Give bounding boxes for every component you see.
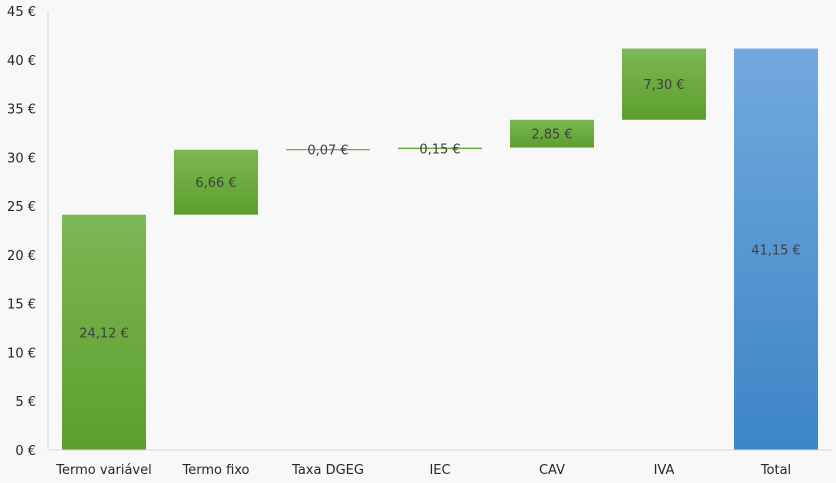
x-category-label: Termo fixo bbox=[181, 463, 249, 478]
y-tick-label: 35 € bbox=[7, 103, 36, 118]
y-tick-label: 0 € bbox=[15, 444, 36, 459]
y-tick-label: 25 € bbox=[7, 200, 36, 215]
x-category-label: Taxa DGEG bbox=[291, 463, 364, 478]
y-tick-label: 5 € bbox=[15, 395, 36, 410]
y-tick-label: 15 € bbox=[7, 298, 36, 313]
bar-increase bbox=[62, 214, 146, 450]
data-label: 0,15 € bbox=[419, 142, 460, 157]
data-label: 2,85 € bbox=[531, 128, 572, 143]
bar-increase bbox=[286, 149, 370, 151]
x-category-label: CAV bbox=[539, 463, 565, 478]
x-category-label: IEC bbox=[429, 463, 450, 478]
bar-increase bbox=[622, 48, 706, 120]
x-category-label: Termo variável bbox=[55, 463, 151, 478]
x-axis: Termo variável Termo fixo Taxa DGEG IEC CAV I… bbox=[48, 449, 832, 478]
data-label: 24,12 € bbox=[79, 326, 129, 341]
bar-increase bbox=[174, 149, 258, 215]
y-tick-label: 20 € bbox=[7, 249, 36, 264]
y-axis: 0 € 5 € 10 € 15 € 20 € 25 € 30 € 35 € 40 € 45 € bbox=[7, 5, 49, 459]
data-label: 6,66 € bbox=[195, 176, 236, 191]
y-tick-label: 45 € bbox=[7, 5, 36, 20]
bars-group: 24,12 € 6,66 € 0,07 € 0,15 € 2,85 € 7,30 € 41,… bbox=[62, 48, 818, 450]
y-tick-label: 40 € bbox=[7, 54, 36, 69]
y-tick-label: 30 € bbox=[7, 151, 36, 166]
data-label: 41,15 € bbox=[751, 243, 801, 258]
x-category-label: IVA bbox=[654, 463, 675, 478]
bar-increase bbox=[398, 147, 482, 150]
data-label: 7,30 € bbox=[643, 78, 684, 93]
bar-total bbox=[734, 48, 818, 450]
data-label: 0,07 € bbox=[307, 143, 348, 158]
bar-increase bbox=[510, 119, 594, 148]
y-tick-label: 10 € bbox=[7, 346, 36, 361]
x-category-label: Total bbox=[760, 463, 791, 478]
